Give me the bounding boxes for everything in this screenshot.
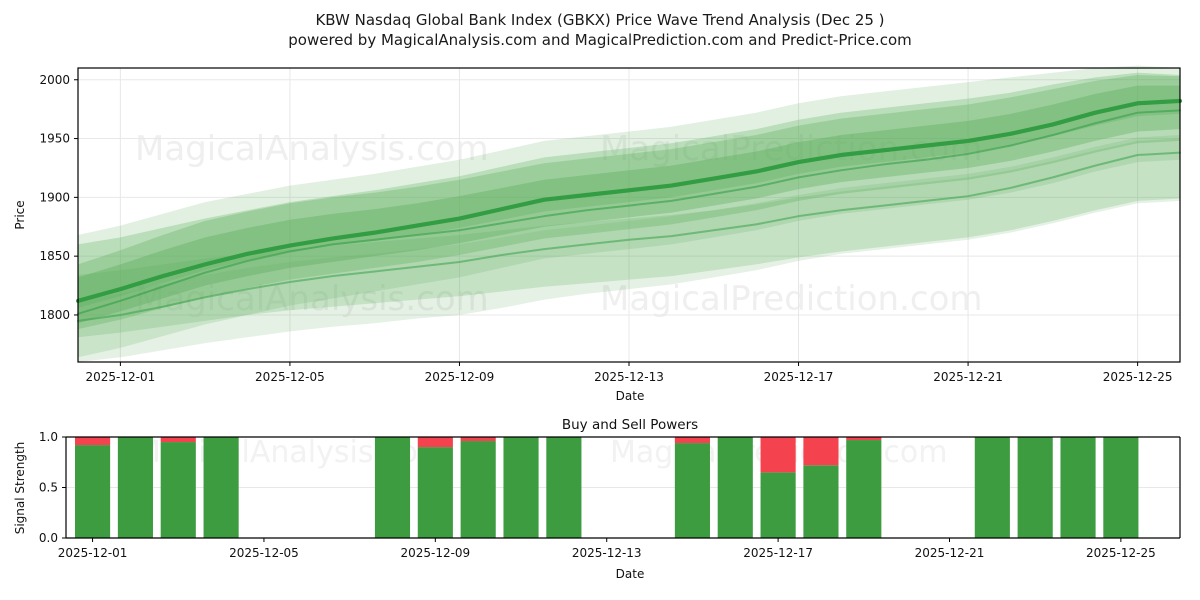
main-grid [78, 68, 1180, 362]
sell-power-bar [846, 437, 882, 441]
main-y-tick: 1800 [39, 308, 70, 322]
bar-x-tick: 2025-12-01 [58, 546, 128, 560]
trend-line-lower-trend [77, 151, 1181, 322]
trend-line-center-trend [76, 98, 1183, 303]
sell-power-bar [760, 437, 796, 473]
main-y-tick: 1950 [39, 132, 70, 146]
main-axis-ticks: 1800 1850 1900 1950 2000 2025-12-01 2025-12-05… [39, 73, 1172, 384]
bar-panel-title: Buy and Sell Powers [562, 417, 698, 433]
watermark-right-lower: MagicalPrediction.com [600, 279, 983, 319]
buy-power-bar [374, 437, 411, 538]
page-title: KBW Nasdaq Global Bank Index (GBKX) Pric… [315, 11, 885, 29]
main-x-tick: 2025-12-13 [594, 370, 664, 384]
buy-power-bar [674, 443, 710, 538]
main-x-tick: 2025-12-05 [255, 370, 325, 384]
sell-power-bar [803, 437, 839, 466]
watermark-group-top: MagicalAnalysis.com MagicalPrediction.co… [135, 129, 983, 319]
band-mid-a [78, 75, 1180, 330]
band-bottom-light [78, 135, 1180, 362]
sell-power-bar [674, 437, 710, 444]
buy-power-bar [460, 441, 496, 538]
buy-power-bar [846, 440, 882, 538]
bar-x-tick: 2025-12-09 [400, 546, 470, 560]
trend-lines [76, 98, 1183, 322]
buy-power-bar [546, 437, 582, 538]
main-x-tick: 2025-12-09 [425, 370, 495, 384]
buy-power-bar [203, 437, 239, 538]
buy-power-bar [1060, 437, 1096, 538]
buy-power-bar [417, 447, 453, 538]
band-low-wide [78, 138, 1180, 338]
buy-power-bar [717, 437, 753, 538]
main-y-tick: 1900 [39, 190, 70, 204]
main-x-tick: 2025-12-21 [933, 370, 1003, 384]
bar-y-tick: 0.5 [39, 481, 58, 495]
bar-x-tick: 2025-12-05 [229, 546, 299, 560]
buy-power-bar [503, 437, 539, 538]
buy-power-bar [160, 442, 196, 538]
bar-x-axis-label: Date [616, 567, 645, 581]
buy-power-bar [760, 472, 796, 538]
sell-power-bar [460, 437, 496, 442]
bar-x-tick: 2025-12-21 [915, 546, 985, 560]
main-y-axis-label: Price [13, 200, 27, 229]
bar-x-tick: 2025-12-13 [572, 546, 642, 560]
page-subtitle: powered by MagicalAnalysis.com and Magic… [288, 31, 912, 49]
main-x-axis-label: Date [616, 389, 645, 403]
watermark-left-upper: MagicalAnalysis.com [135, 129, 489, 169]
bar-y-tick: 1.0 [39, 430, 58, 444]
bar-axis-ticks: 0.0 0.5 1.0 2025-12-01 2025-12-05 2025-12-09 2… [39, 430, 1156, 560]
buy-power-bar [1103, 437, 1139, 538]
sell-power-bar [160, 437, 196, 443]
signal-bars [74, 437, 1139, 538]
sell-power-bar [74, 437, 111, 446]
main-x-tick: 2025-12-01 [86, 370, 156, 384]
band-inner [78, 85, 1180, 324]
main-x-tick: 2025-12-25 [1103, 370, 1173, 384]
bar-y-axis-label: Signal Strength [13, 442, 27, 535]
main-y-tick: 2000 [39, 73, 70, 87]
buy-power-bar [117, 437, 153, 538]
bar-x-tick: 2025-12-17 [743, 546, 813, 560]
bar-y-tick: 0.0 [39, 531, 58, 545]
buy-power-bar [803, 465, 839, 538]
figure-title-block: KBW Nasdaq Global Bank Index (GBKX) Pric… [0, 10, 1200, 50]
main-x-tick: 2025-12-17 [764, 370, 834, 384]
buy-power-bar [74, 445, 111, 538]
bar-x-tick: 2025-12-25 [1086, 546, 1156, 560]
trend-line-secondary-trend [77, 109, 1181, 315]
buy-power-bar [1017, 437, 1053, 538]
main-y-tick: 1850 [39, 249, 70, 263]
band-outer-wide [78, 65, 1180, 358]
buy-power-bar [974, 437, 1010, 538]
sell-power-bar [417, 437, 453, 448]
